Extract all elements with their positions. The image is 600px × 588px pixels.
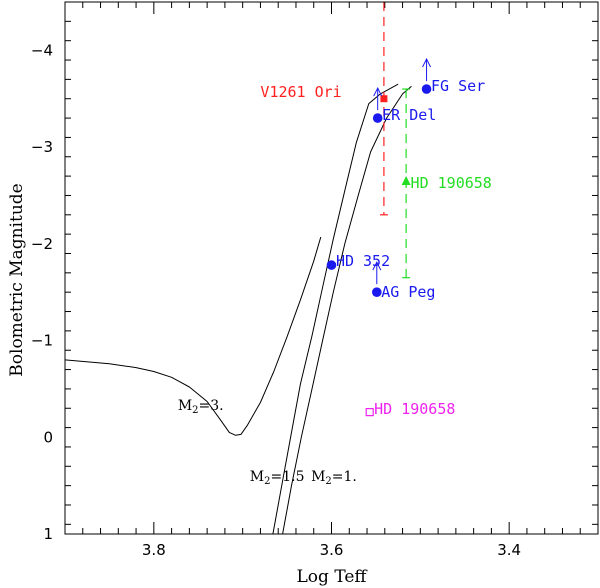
- y-tick-label: 0: [43, 428, 53, 446]
- track-line: [282, 85, 412, 535]
- data-points: [326, 57, 432, 417]
- y-tick-label: −1: [31, 332, 53, 350]
- y-tick-label: 1: [43, 525, 53, 543]
- y-tick-label: −2: [31, 235, 53, 253]
- data-point: [326, 260, 337, 270]
- point-label: HD 190658: [374, 400, 455, 418]
- data-point: [380, 95, 388, 103]
- axis-ticks: 3.8 3.6 3.4 1 0 −1 −2 −3 −4: [31, 1, 599, 559]
- upper-limit-arrow: [373, 86, 383, 97]
- point-label: FG Ser: [431, 77, 485, 95]
- y-axis-label: Bolometric Magnitude: [7, 183, 27, 376]
- track-line: [64, 236, 322, 436]
- upper-limit-arrow: [422, 57, 431, 68]
- plot-frame: [64, 1, 599, 535]
- track-label: M2=1.5: [250, 469, 305, 487]
- x-tick-label: 3.4: [497, 541, 521, 559]
- upper-limit-arrow: [372, 261, 382, 271]
- track-label: M2=3.: [178, 398, 224, 416]
- x-axis-label: Log Teff: [297, 567, 369, 587]
- data-point: [401, 175, 411, 185]
- point-label: AG Peg: [381, 283, 435, 301]
- point-label: HD 190658: [411, 174, 492, 192]
- point-label: ER Del: [382, 106, 436, 124]
- point-label: V1261 Ori: [260, 83, 341, 101]
- x-tick-label: 3.6: [320, 541, 344, 559]
- point-labels: V1261 Ori ER Del FG Ser HD 190658 HD 352 AG P…: [260, 77, 491, 418]
- data-point: [365, 408, 374, 417]
- data-point: [421, 84, 432, 94]
- y-tick-label: −3: [31, 138, 53, 156]
- y-tick-label: −4: [31, 41, 53, 59]
- track-label: M2=1.: [311, 469, 357, 487]
- point-label: HD 352: [336, 252, 390, 270]
- x-tick-label: 3.8: [142, 541, 166, 559]
- data-point: [372, 113, 383, 123]
- data-point: [372, 287, 382, 297]
